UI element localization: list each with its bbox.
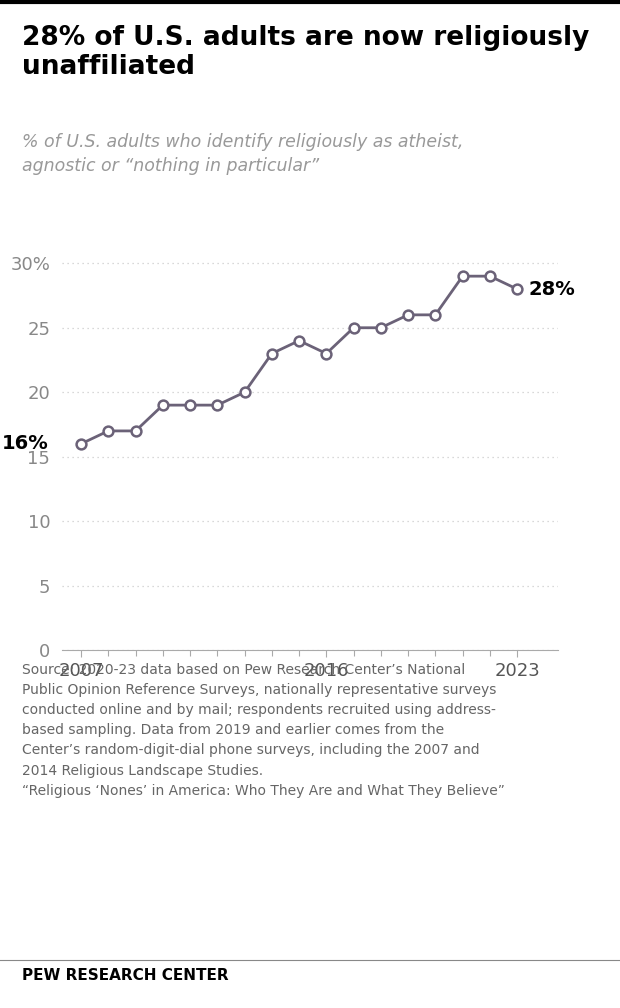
Point [185, 397, 195, 413]
Point [131, 423, 141, 439]
Text: 28% of U.S. adults are now religiously
unaffiliated: 28% of U.S. adults are now religiously u… [22, 25, 589, 81]
Text: Source: 2020-23 data based on Pew Research Center’s National
Public Opinion Refe: Source: 2020-23 data based on Pew Resear… [22, 663, 505, 797]
Point [213, 397, 223, 413]
Text: 16%: 16% [2, 434, 48, 454]
Point [267, 346, 277, 362]
Point [458, 268, 467, 284]
Point [376, 320, 386, 336]
Point [348, 320, 358, 336]
Point [403, 306, 413, 323]
Point [240, 384, 250, 400]
Text: 28%: 28% [528, 279, 575, 298]
Text: PEW RESEARCH CENTER: PEW RESEARCH CENTER [22, 968, 228, 983]
Point [321, 346, 331, 362]
Point [294, 333, 304, 349]
Point [485, 268, 495, 284]
Point [512, 281, 522, 297]
Text: % of U.S. adults who identify religiously as atheist,
agnostic or “nothing in pa: % of U.S. adults who identify religiousl… [22, 133, 463, 175]
Point [104, 423, 113, 439]
Point [430, 306, 440, 323]
Point [76, 435, 86, 452]
Point [158, 397, 168, 413]
